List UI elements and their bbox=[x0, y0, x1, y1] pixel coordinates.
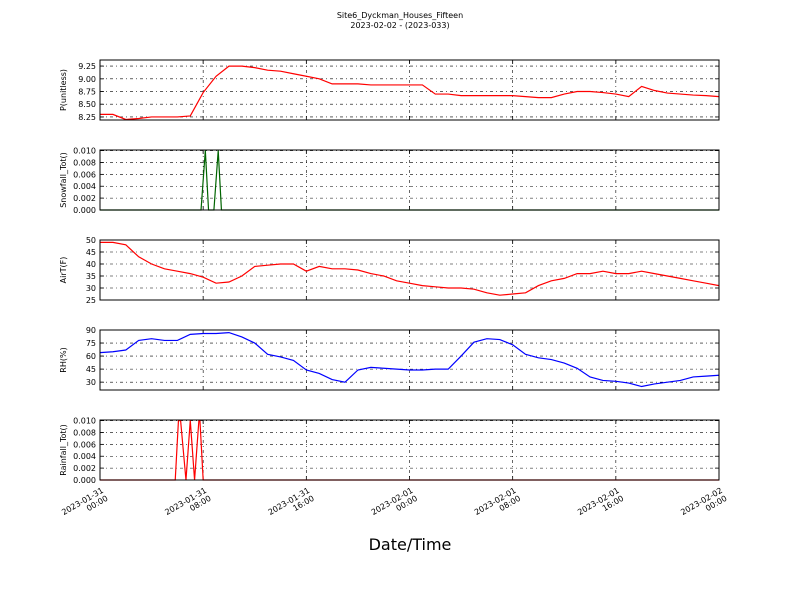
plot-frame bbox=[99, 59, 720, 121]
y-tick-label: 0.006 bbox=[73, 170, 96, 179]
y-tick-label: 30 bbox=[86, 378, 96, 387]
x-tick-label: 2023-01-3108:00 bbox=[163, 486, 212, 525]
y-axis-label: RH(%) bbox=[59, 347, 68, 372]
x-tick-label: 2023-01-3100:00 bbox=[60, 486, 109, 525]
x-tick-label: 2023-01-3116:00 bbox=[267, 486, 316, 525]
data-line bbox=[100, 419, 719, 481]
y-tick-label: 45 bbox=[86, 365, 96, 374]
y-tick-label: 0.008 bbox=[73, 428, 96, 437]
y-tick-label: 0.010 bbox=[73, 147, 96, 156]
y-tick-label: 0.000 bbox=[73, 206, 96, 215]
y-axis-label: Snowfall_Tot() bbox=[59, 152, 68, 208]
plot-frame bbox=[99, 419, 720, 481]
y-tick-label: 8.50 bbox=[78, 100, 96, 109]
y-tick-label: 0.002 bbox=[73, 464, 96, 473]
y-tick-label: 0.006 bbox=[73, 440, 96, 449]
y-tick-label: 0.004 bbox=[73, 182, 96, 191]
x-tick-label: 2023-02-0200:00 bbox=[679, 486, 728, 525]
data-line bbox=[99, 332, 720, 388]
y-tick-label: 90 bbox=[86, 326, 96, 335]
y-tick-label: 40 bbox=[86, 260, 96, 269]
y-tick-label: 60 bbox=[86, 352, 96, 361]
y-tick-label: 45 bbox=[86, 248, 96, 257]
y-tick-label: 75 bbox=[86, 339, 96, 348]
chart-title: Site6_Dyckman_Houses_Fifteen bbox=[337, 11, 463, 20]
data-line bbox=[100, 65, 720, 121]
x-tick-label: 2023-02-0100:00 bbox=[370, 486, 419, 525]
y-tick-label: 0.004 bbox=[73, 452, 96, 461]
x-tick-label: 2023-02-0116:00 bbox=[576, 486, 625, 525]
y-tick-label: 8.25 bbox=[78, 113, 96, 122]
y-tick-label: 25 bbox=[86, 296, 96, 305]
data-line bbox=[100, 241, 720, 296]
y-tick-label: 50 bbox=[86, 236, 96, 245]
plot-frame bbox=[99, 149, 720, 211]
y-tick-label: 0.002 bbox=[73, 194, 96, 203]
x-tick-label: 2023-02-0108:00 bbox=[473, 486, 522, 525]
y-axis-label: Rainfall_Tot() bbox=[59, 424, 68, 476]
y-tick-label: 35 bbox=[86, 272, 96, 281]
plot-frame bbox=[99, 329, 720, 391]
y-axis-label: AirT(F) bbox=[59, 257, 68, 284]
chart-subtitle: 2023-02-02 - (2023-033) bbox=[350, 21, 449, 30]
y-tick-label: 0.010 bbox=[73, 417, 96, 426]
x-axis-label: Date/Time bbox=[369, 535, 452, 554]
plot-frame bbox=[99, 239, 720, 301]
y-tick-label: 0.000 bbox=[73, 476, 96, 485]
y-tick-label: 9.00 bbox=[78, 75, 96, 84]
y-tick-label: 30 bbox=[86, 284, 96, 293]
y-tick-label: 8.75 bbox=[78, 88, 96, 97]
y-tick-label: 0.008 bbox=[73, 158, 96, 167]
y-axis-label: P(unitless) bbox=[59, 69, 68, 111]
y-tick-label: 9.25 bbox=[78, 62, 96, 71]
